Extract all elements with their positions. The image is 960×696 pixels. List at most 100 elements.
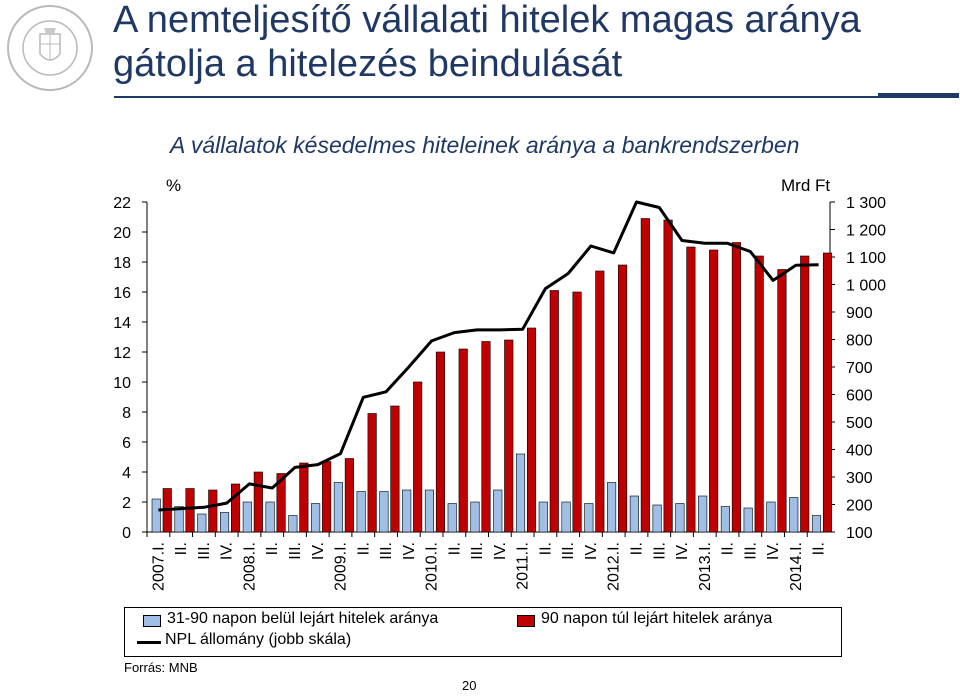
bar-90plus	[595, 270, 605, 533]
bar-3190	[242, 501, 252, 533]
x-tick-label: IV.	[492, 542, 509, 560]
right-axis-tick-label: 1 200	[846, 223, 886, 240]
mnb-seal-icon	[7, 5, 93, 91]
left-axis-tick-label: 20	[113, 225, 131, 242]
npl-chart: 0 2 4 6 8 10 12 14 16 18 20 22 100 200 300 400 500 600 700…	[113, 195, 886, 591]
bar-90plus	[572, 291, 582, 533]
x-tick-label: 2012.I.	[606, 542, 623, 591]
x-tick-label: II.	[537, 542, 554, 555]
bar-90plus	[253, 471, 263, 533]
right-axis-tick-label: 500	[846, 415, 873, 432]
bar-3190	[698, 495, 708, 533]
left-axis-tick-label: 18	[113, 255, 131, 272]
bar-90plus	[276, 473, 286, 533]
bar-90plus	[185, 488, 195, 533]
right-axis-tick-label: 900	[846, 305, 873, 322]
bar-3190	[356, 491, 366, 533]
bar-90plus	[549, 290, 559, 533]
x-tick-label: IV.	[401, 542, 418, 560]
bar-3190	[447, 503, 457, 533]
x-tick-label: 2009.I.	[333, 542, 350, 591]
x-tick-label: 2011.I.	[515, 542, 532, 590]
bar-3190	[470, 501, 480, 533]
x-tick-label: IV.	[310, 542, 327, 560]
x-tick-label: IV.	[765, 542, 782, 560]
left-axis-tick-label: 22	[113, 195, 131, 212]
title-rule-accent	[878, 93, 959, 97]
bar-3190	[584, 503, 594, 533]
npl-line	[158, 200, 819, 512]
left-axis-tick-label: 2	[122, 495, 131, 512]
bar-3190	[515, 453, 526, 533]
bar-3190	[811, 515, 822, 533]
right-axis-tick-label: 700	[846, 360, 873, 377]
right-axis-tick-label: 1 100	[846, 250, 886, 267]
bar-90plus	[413, 381, 423, 533]
x-tick-label: III.	[742, 542, 759, 560]
bar-3190	[174, 506, 184, 533]
bar-90plus	[299, 462, 309, 533]
legend-label-3190: 31-90 napon belül lejárt hitelek aránya	[167, 610, 439, 627]
page-number: 20	[462, 678, 477, 693]
legend-line-npl	[137, 641, 161, 644]
left-axis-tick-label: 0	[122, 525, 131, 542]
bar-3190	[675, 503, 685, 533]
bar-3190	[151, 498, 161, 533]
x-tick-label: II.	[720, 542, 737, 555]
bar-90plus	[800, 255, 810, 533]
bar-3190	[493, 489, 503, 533]
right-axis-tick-label: 400	[846, 443, 873, 460]
page-title: A nemteljesítő vállalati hitelek magas a…	[113, 0, 861, 85]
chart-legend: 31-90 napon belül lejárt hitelek aránya …	[124, 607, 842, 657]
left-axis-tick-label: 10	[113, 375, 131, 392]
left-axis-tick-label: 8	[122, 405, 131, 422]
legend-swatch-3190	[143, 615, 161, 627]
bar-90plus	[640, 218, 650, 533]
x-tick-label: II.	[811, 542, 828, 555]
x-tick-label: II.	[446, 542, 463, 555]
right-axis-tick-label: 100	[846, 525, 873, 542]
bar-90plus	[231, 483, 241, 533]
bar-90plus	[618, 264, 628, 533]
x-tick-label: IV.	[583, 542, 600, 560]
right-axis-unit: Mrd Ft	[781, 176, 831, 195]
bar-90plus	[504, 339, 514, 533]
x-tick-label: 2007.I.	[150, 542, 167, 591]
bar-3190	[311, 503, 321, 533]
left-axis-tick-label: 16	[113, 285, 131, 302]
source-note: Forrás: MNB	[124, 660, 198, 675]
x-tick-label: III.	[196, 542, 213, 560]
x-tick-label: III.	[469, 542, 486, 560]
left-axis-tick-label: 12	[113, 345, 131, 362]
bar-90plus	[526, 327, 537, 533]
x-tick-label: IV.	[219, 542, 236, 560]
right-axis-tick-label: 800	[846, 333, 873, 350]
x-tick-label: III.	[651, 542, 668, 560]
left-axis-tick-label: 14	[113, 315, 131, 332]
left-axis-unit: %	[166, 176, 182, 195]
bar-90plus	[709, 249, 719, 533]
x-tick-label: II.	[264, 542, 281, 555]
right-axis-tick-label: 300	[846, 470, 873, 487]
x-tick-label: II.	[355, 542, 372, 555]
right-axis-tick-label: 200	[846, 498, 873, 515]
x-tick-label: III.	[378, 542, 395, 560]
x-tick-label: III.	[560, 542, 577, 560]
bar-3190	[197, 513, 207, 533]
x-tick-label: IV.	[674, 542, 691, 560]
bar-3190	[743, 507, 753, 533]
bar-90plus	[390, 405, 400, 533]
legend-label-npl: NPL állomány (jobb skála)	[165, 631, 352, 648]
x-tick-label: II.	[173, 542, 190, 555]
legend-swatch-90plus	[517, 615, 535, 627]
bar-3190	[652, 504, 662, 533]
bar-90plus	[344, 458, 354, 533]
bar-3190	[538, 501, 548, 533]
bar-3190	[607, 482, 617, 533]
bar-90plus	[458, 348, 468, 533]
x-tick-label: 2013.I.	[697, 542, 714, 591]
right-axis-tick-label: 1 000	[846, 278, 886, 295]
bar-3190	[561, 501, 571, 533]
bar-3190	[220, 512, 230, 533]
legend-label-90plus: 90 napon túl lejárt hitelek aránya	[541, 610, 773, 627]
